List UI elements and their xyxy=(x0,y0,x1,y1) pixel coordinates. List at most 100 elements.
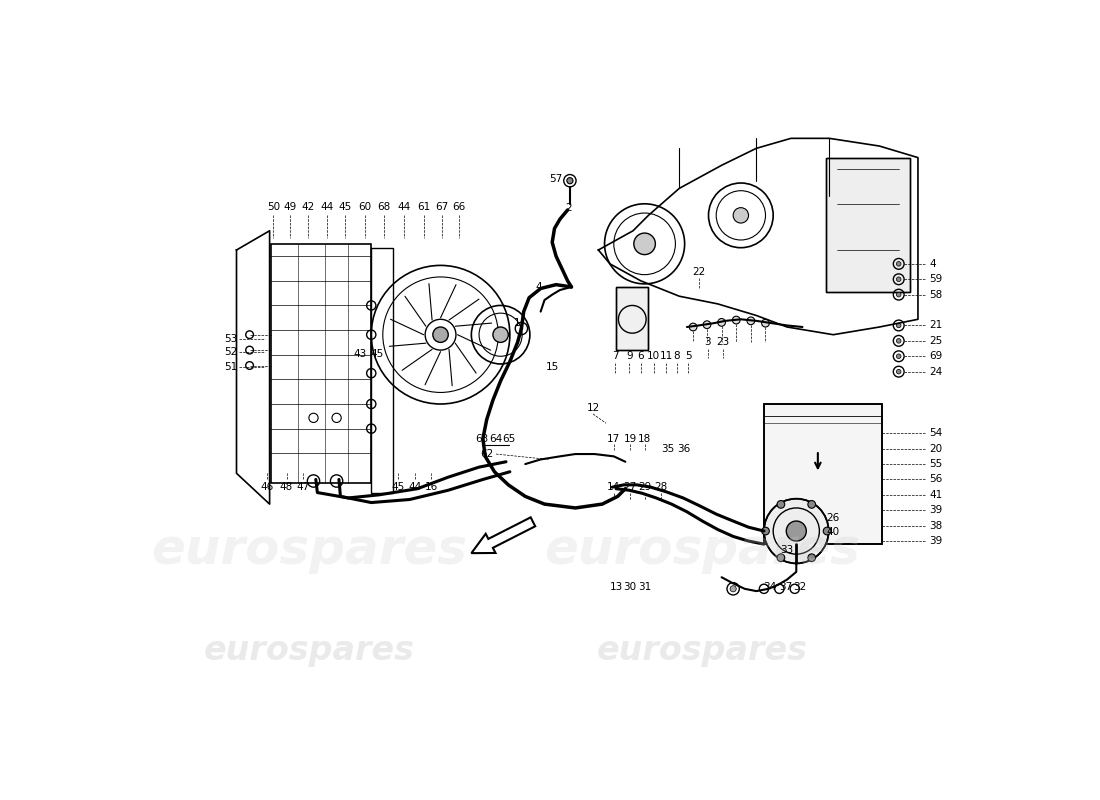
Text: 52: 52 xyxy=(224,347,238,358)
Text: 24: 24 xyxy=(930,366,943,377)
Circle shape xyxy=(761,527,769,535)
Text: 9: 9 xyxy=(626,351,632,362)
Text: 57: 57 xyxy=(549,174,563,184)
Circle shape xyxy=(777,501,784,508)
Text: 37: 37 xyxy=(779,582,792,592)
Text: 31: 31 xyxy=(638,582,651,592)
Text: 1: 1 xyxy=(514,318,521,328)
Text: 61: 61 xyxy=(417,202,430,212)
Text: 68: 68 xyxy=(377,202,390,212)
Bar xyxy=(271,244,372,482)
Circle shape xyxy=(896,354,901,358)
Circle shape xyxy=(896,277,901,282)
Text: 20: 20 xyxy=(930,444,943,454)
Bar xyxy=(616,287,649,350)
Bar xyxy=(372,249,393,494)
Text: 27: 27 xyxy=(624,482,637,492)
Text: 39: 39 xyxy=(930,536,943,546)
Circle shape xyxy=(777,554,784,562)
Text: 58: 58 xyxy=(930,290,943,300)
Circle shape xyxy=(896,370,901,374)
Text: eurospares: eurospares xyxy=(597,634,807,667)
Bar xyxy=(763,404,882,544)
Text: 30: 30 xyxy=(624,582,637,592)
Text: 47: 47 xyxy=(297,482,310,492)
Text: 69: 69 xyxy=(930,351,943,362)
Text: 26: 26 xyxy=(826,513,840,523)
Bar xyxy=(616,287,649,350)
Text: 17: 17 xyxy=(607,434,620,444)
Text: 2: 2 xyxy=(565,202,572,213)
Text: 46: 46 xyxy=(261,482,274,492)
Text: 15: 15 xyxy=(546,362,559,372)
FancyArrow shape xyxy=(472,518,536,553)
Text: 54: 54 xyxy=(930,428,943,438)
Text: 11: 11 xyxy=(660,351,673,362)
Bar xyxy=(763,404,882,544)
Text: 45: 45 xyxy=(392,482,405,492)
Text: 34: 34 xyxy=(763,582,777,592)
Circle shape xyxy=(896,338,901,343)
Text: 18: 18 xyxy=(638,434,651,444)
Text: 65: 65 xyxy=(503,434,516,444)
Text: 23: 23 xyxy=(716,338,729,347)
Text: eurospares: eurospares xyxy=(205,634,415,667)
Bar xyxy=(825,158,911,292)
Circle shape xyxy=(747,317,755,325)
Text: 44: 44 xyxy=(397,202,410,212)
Text: 4: 4 xyxy=(930,259,936,269)
Circle shape xyxy=(763,498,828,563)
Text: 44: 44 xyxy=(408,482,421,492)
Text: eurospares: eurospares xyxy=(152,526,468,574)
Text: 32: 32 xyxy=(793,582,806,592)
Text: 45: 45 xyxy=(339,202,352,212)
Circle shape xyxy=(896,323,901,328)
Text: 56: 56 xyxy=(930,474,943,485)
Text: 48: 48 xyxy=(279,482,294,492)
Text: 64: 64 xyxy=(490,434,503,444)
Text: 41: 41 xyxy=(930,490,943,500)
Text: 50: 50 xyxy=(267,202,280,212)
Circle shape xyxy=(896,262,901,266)
Text: 63: 63 xyxy=(475,434,488,444)
Text: 62: 62 xyxy=(480,449,494,459)
Text: 8: 8 xyxy=(673,351,680,362)
Circle shape xyxy=(717,318,726,326)
Text: 35: 35 xyxy=(661,444,674,454)
Text: 40: 40 xyxy=(827,527,839,537)
Circle shape xyxy=(690,323,697,331)
Text: 33: 33 xyxy=(780,546,794,555)
Circle shape xyxy=(703,321,711,329)
Circle shape xyxy=(730,586,736,592)
Text: 13: 13 xyxy=(609,582,623,592)
Circle shape xyxy=(433,327,449,342)
Text: 36: 36 xyxy=(678,444,691,454)
Text: 3: 3 xyxy=(704,338,711,347)
Circle shape xyxy=(733,208,749,223)
Text: 45: 45 xyxy=(371,349,384,359)
Text: 28: 28 xyxy=(654,482,668,492)
Circle shape xyxy=(807,501,815,508)
Text: 44: 44 xyxy=(321,202,334,212)
Text: 39: 39 xyxy=(930,506,943,515)
Text: 38: 38 xyxy=(930,521,943,530)
Text: 53: 53 xyxy=(224,334,238,343)
Bar xyxy=(825,158,911,292)
Text: 67: 67 xyxy=(436,202,449,212)
Text: 7: 7 xyxy=(612,351,618,362)
Text: 6: 6 xyxy=(637,351,645,362)
Text: 49: 49 xyxy=(284,202,297,212)
Circle shape xyxy=(566,178,573,184)
Text: 12: 12 xyxy=(586,403,600,413)
Circle shape xyxy=(634,233,656,254)
Text: 25: 25 xyxy=(930,336,943,346)
Text: 66: 66 xyxy=(452,202,465,212)
Text: 43: 43 xyxy=(353,349,366,359)
Text: 14: 14 xyxy=(607,482,620,492)
Circle shape xyxy=(786,521,806,541)
Text: 59: 59 xyxy=(930,274,943,284)
Text: 55: 55 xyxy=(930,459,943,469)
Text: 51: 51 xyxy=(224,362,238,372)
Text: 29: 29 xyxy=(638,482,651,492)
Text: eurospares: eurospares xyxy=(544,526,860,574)
